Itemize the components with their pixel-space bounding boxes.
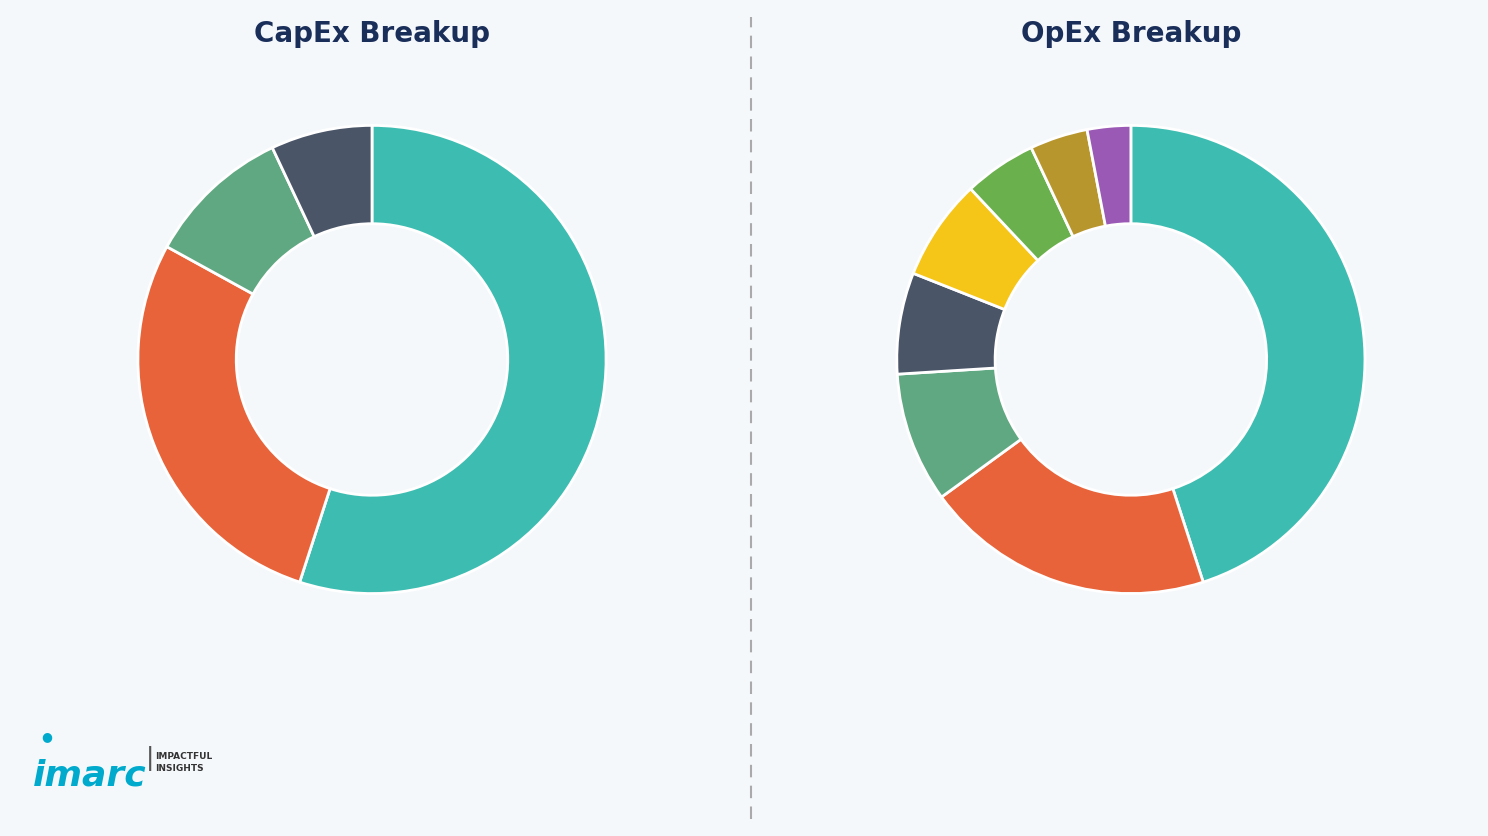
Wedge shape xyxy=(1031,130,1106,237)
Wedge shape xyxy=(942,439,1204,594)
Wedge shape xyxy=(1088,125,1131,226)
Text: ●: ● xyxy=(42,730,52,743)
Wedge shape xyxy=(970,148,1073,261)
Text: IMPACTFUL: IMPACTFUL xyxy=(155,752,211,761)
Wedge shape xyxy=(167,148,314,294)
Wedge shape xyxy=(897,368,1021,497)
Wedge shape xyxy=(897,273,1004,375)
Wedge shape xyxy=(272,125,372,237)
Wedge shape xyxy=(1131,125,1364,582)
Text: imarc: imarc xyxy=(33,759,146,793)
Title: OpEx Breakup: OpEx Breakup xyxy=(1021,20,1241,48)
Wedge shape xyxy=(299,125,606,594)
Wedge shape xyxy=(138,247,330,582)
Text: INSIGHTS: INSIGHTS xyxy=(155,764,204,772)
Title: CapEx Breakup: CapEx Breakup xyxy=(254,20,490,48)
Wedge shape xyxy=(914,189,1039,309)
Text: |: | xyxy=(146,746,155,771)
